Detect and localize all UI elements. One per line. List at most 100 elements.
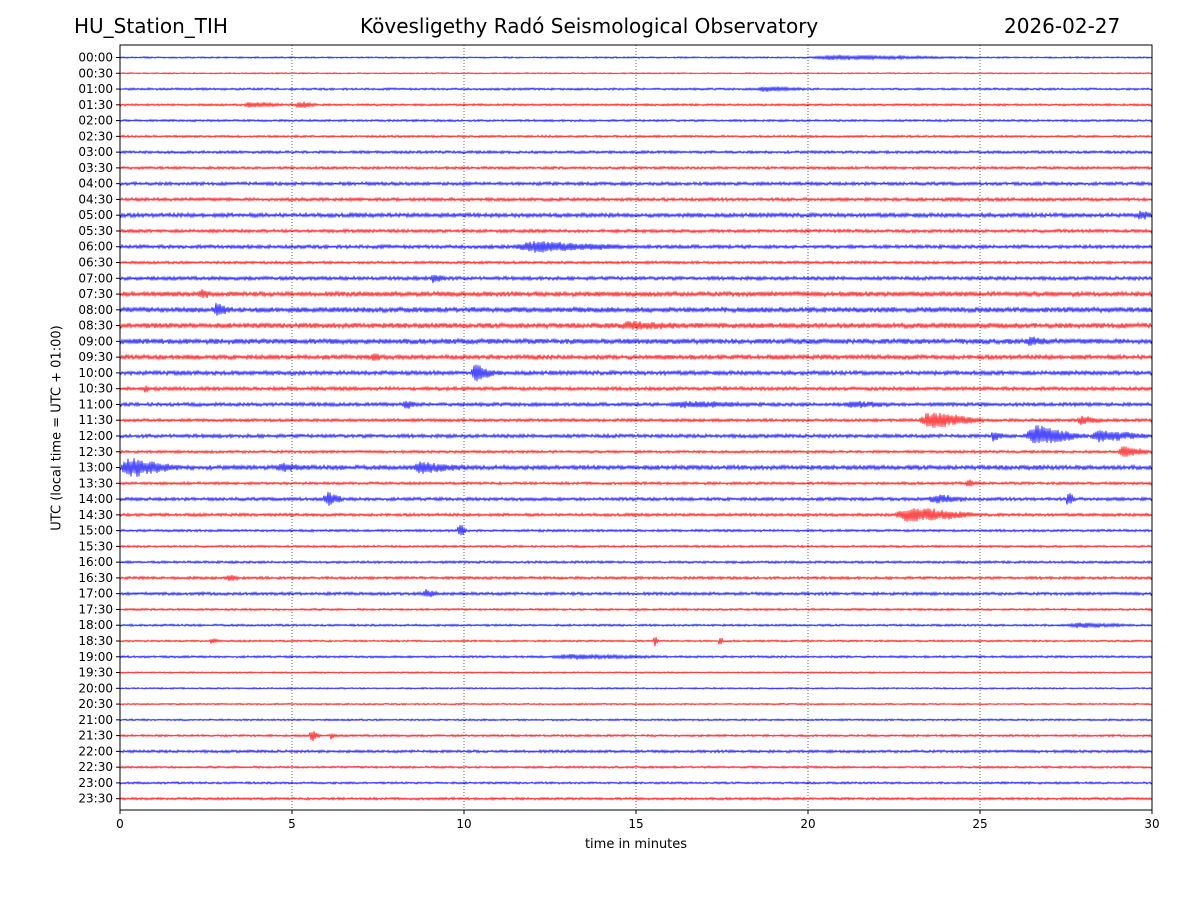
trace-0830: [119, 320, 1153, 331]
trace-0330: [119, 165, 1153, 171]
y-tick-label: 08:30: [78, 319, 113, 333]
y-tick-label: 23:30: [78, 792, 113, 806]
y-tick-label: 05:00: [78, 208, 113, 222]
trace-1630: [119, 574, 1153, 582]
x-tick-label: 10: [456, 817, 471, 831]
y-tick-label: 01:00: [78, 82, 113, 96]
y-axis-label: UTC (local time = UTC + 01:00): [49, 325, 65, 531]
trace-1830: [119, 637, 1153, 647]
y-tick-label: 20:00: [78, 681, 113, 695]
vertical-gridlines: [291, 45, 981, 810]
trace-1600: [119, 559, 1153, 565]
x-tick-label: 15: [628, 817, 643, 831]
y-tick-label: 18:30: [78, 634, 113, 648]
x-tick-label: 25: [972, 817, 987, 831]
trace-0200: [119, 118, 1153, 123]
y-tick-label: 18:00: [78, 618, 113, 632]
y-tick-label: 15:30: [78, 539, 113, 553]
y-tick-label: 07:30: [78, 287, 113, 301]
y-tick-label: 11:30: [78, 413, 113, 427]
x-tick-label: 0: [116, 817, 124, 831]
trace-1130: [119, 412, 1153, 428]
trace-0130: [119, 101, 1153, 109]
y-tick-label: 14:00: [78, 492, 113, 506]
y-tick-label: 05:30: [78, 224, 113, 238]
trace-0930: [119, 353, 1153, 361]
y-tick-label: 01:30: [78, 98, 113, 112]
y-tick-label: 10:30: [78, 382, 113, 396]
y-tick-label: 19:00: [78, 650, 113, 664]
trace-1000: [119, 364, 1153, 382]
y-tick-label: 03:00: [78, 145, 113, 159]
chart-title: Kövesligethy Radó Seismological Observat…: [360, 14, 819, 38]
trace-2000: [119, 686, 1153, 690]
trace-0430: [119, 196, 1153, 203]
y-tick-label: 11:00: [78, 397, 113, 411]
trace-0230: [119, 134, 1153, 139]
y-tick-label: 00:30: [78, 66, 113, 80]
trace-2330: [119, 796, 1153, 801]
trace-1500: [119, 524, 1153, 536]
trace-0600: [119, 241, 1153, 253]
y-tick-label: 15:00: [78, 524, 113, 538]
y-tick-label: 10:00: [78, 366, 113, 380]
y-tick-label: 16:00: [78, 555, 113, 569]
y-tick-label: 23:00: [78, 776, 113, 790]
trace-2130: [119, 731, 1153, 742]
x-tick-label: 30: [1144, 817, 1159, 831]
chart-date: 2026-02-27: [1004, 14, 1121, 38]
trace-2230: [119, 765, 1153, 770]
y-tick-label: 22:30: [78, 760, 113, 774]
y-tick-label: 04:00: [78, 177, 113, 191]
trace-2100: [119, 717, 1153, 722]
trace-0000: [119, 54, 1153, 61]
y-tick-label: 12:30: [78, 445, 113, 459]
y-tick-label: 21:30: [78, 729, 113, 743]
y-tick-label: 20:30: [78, 697, 113, 711]
trace-2030: [119, 702, 1153, 706]
trace-0530: [119, 227, 1153, 235]
y-tick-label: 02:30: [78, 129, 113, 143]
trace-0300: [119, 149, 1153, 155]
trace-1530: [119, 544, 1153, 549]
trace-2200: [119, 748, 1153, 754]
y-tick-label: 13:30: [78, 476, 113, 490]
y-tick-label: 09:00: [78, 334, 113, 348]
trace-1430: [119, 508, 1153, 522]
trace-1400: [119, 491, 1153, 506]
trace-1100: [119, 400, 1153, 409]
y-tick-label: 19:30: [78, 666, 113, 680]
y-tick-label: 16:30: [78, 571, 113, 585]
y-tick-label: 14:30: [78, 508, 113, 522]
trace-0400: [119, 180, 1153, 187]
seismic-traces: [119, 54, 1153, 801]
station-name: HU_Station_TIH: [74, 14, 228, 38]
trace-1900: [119, 653, 1153, 661]
y-tick-label: 17:00: [78, 587, 113, 601]
x-axis-ticks: 0 5 10 15 20 25 30: [116, 810, 1160, 831]
y-tick-label: 06:30: [78, 256, 113, 270]
trace-0630: [119, 259, 1153, 266]
y-tick-label: 02:00: [78, 114, 113, 128]
x-tick-label: 20: [800, 817, 815, 831]
trace-1730: [119, 607, 1153, 612]
trace-0900: [119, 336, 1153, 346]
trace-1300: [119, 458, 1153, 478]
x-tick-label: 5: [288, 817, 296, 831]
trace-1330: [119, 479, 1153, 487]
y-tick-label: 08:00: [78, 303, 113, 317]
trace-0100: [119, 85, 1153, 93]
trace-1030: [119, 385, 1153, 393]
trace-0800: [119, 302, 1153, 316]
y-tick-label: 17:30: [78, 602, 113, 616]
y-tick-label: 21:00: [78, 713, 113, 727]
y-tick-label: 00:00: [78, 51, 113, 65]
trace-2300: [119, 780, 1153, 785]
y-tick-label: 22:00: [78, 744, 113, 758]
trace-0700: [119, 274, 1153, 284]
trace-1700: [119, 589, 1153, 598]
y-tick-label: 03:30: [78, 161, 113, 175]
y-tick-label: 04:30: [78, 192, 113, 206]
